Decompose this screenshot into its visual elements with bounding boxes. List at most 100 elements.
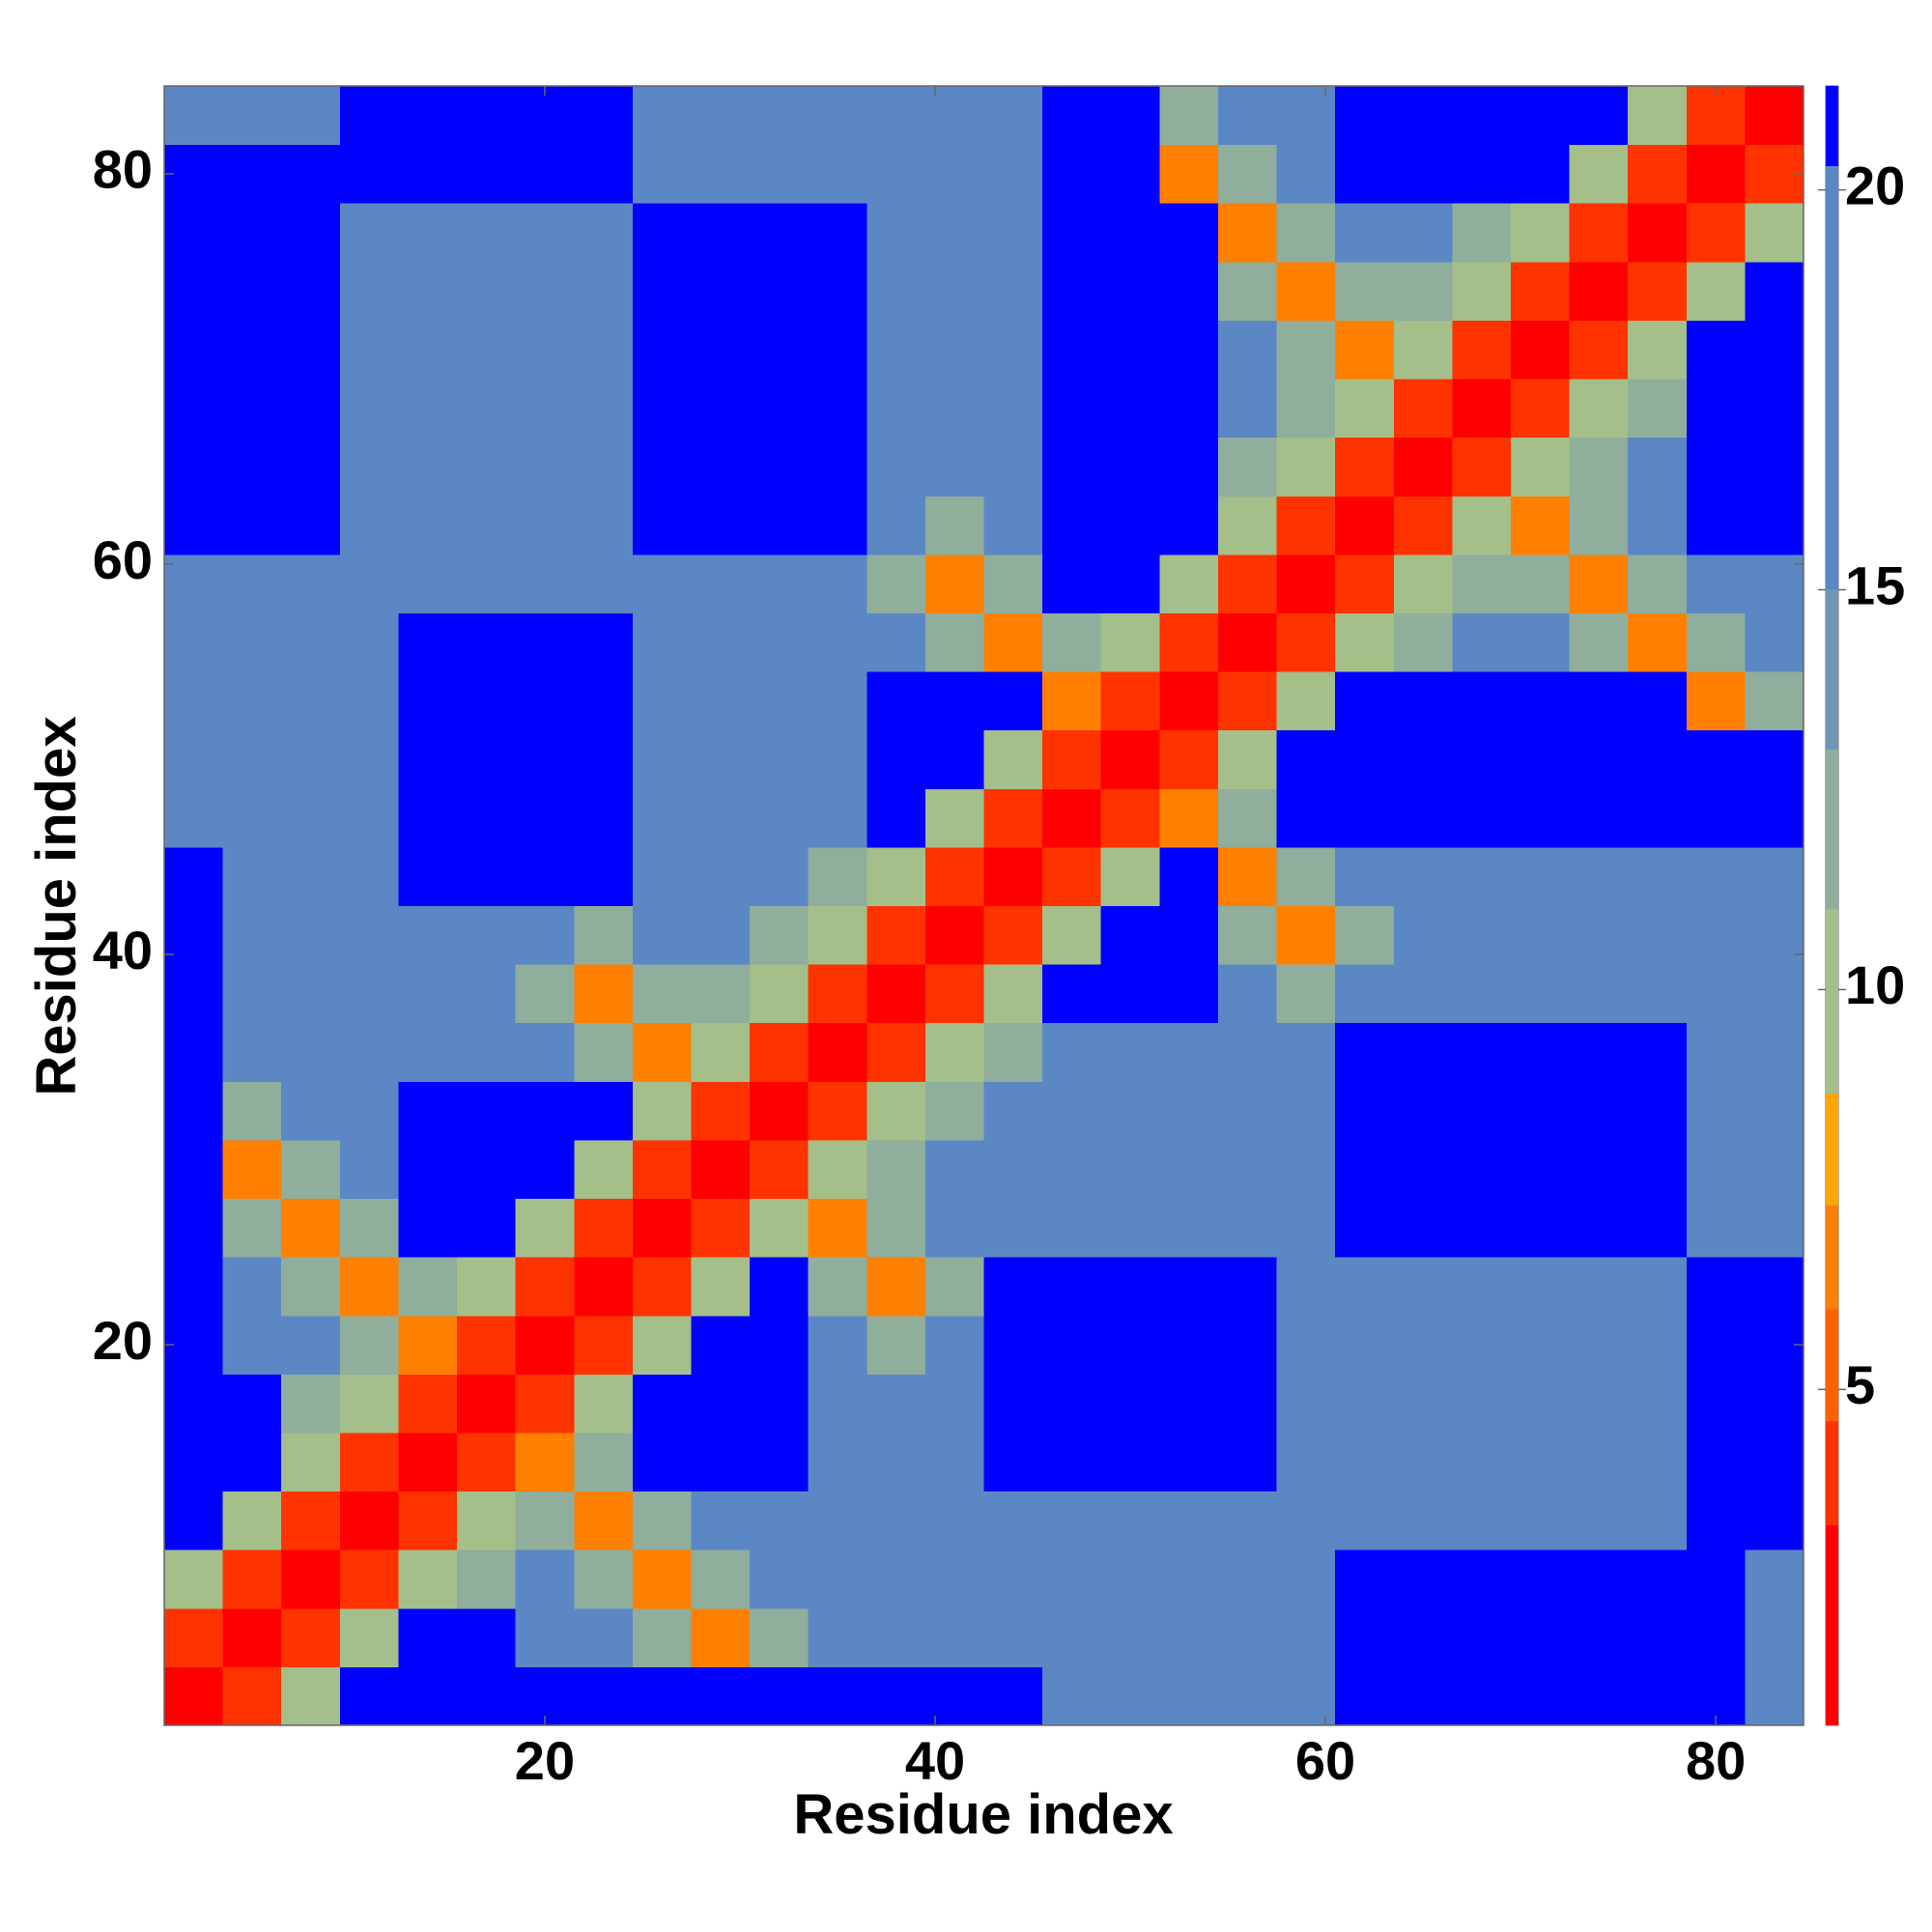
heatmap-cell [1335, 320, 1395, 380]
heatmap-cell [339, 1374, 399, 1434]
heatmap-cell [1276, 437, 1336, 497]
heatmap-cell [1393, 964, 1453, 1024]
heatmap-cell [281, 1081, 341, 1141]
heatmap-cell [983, 203, 1043, 263]
heatmap-cell [1100, 1666, 1160, 1726]
heatmap-cell [1217, 86, 1278, 146]
heatmap-cell [1569, 1607, 1629, 1667]
heatmap-cell [339, 1491, 399, 1550]
heatmap-cell [164, 1666, 224, 1726]
heatmap-cell [515, 554, 575, 613]
heatmap-cell [750, 671, 810, 731]
heatmap-cell [1217, 379, 1278, 439]
heatmap-cell [574, 1491, 634, 1550]
heatmap-cell [1510, 1549, 1571, 1609]
heatmap-cell [632, 320, 692, 380]
heatmap-cell [222, 1549, 282, 1609]
heatmap-cell [1276, 964, 1336, 1024]
heatmap-cell [1393, 1549, 1453, 1609]
heatmap-cell [867, 203, 926, 263]
heatmap-cell [1452, 1198, 1512, 1258]
heatmap-cell [867, 1549, 926, 1609]
heatmap-cell [1510, 379, 1571, 439]
heatmap-cell [339, 1198, 399, 1258]
heatmap-cell [1393, 1022, 1453, 1082]
heatmap-cell [339, 1315, 399, 1375]
heatmap-cell [515, 612, 575, 672]
heatmap-cell [457, 1081, 517, 1141]
heatmap-cell [164, 496, 224, 555]
heatmap-cell [1100, 671, 1160, 731]
heatmap-cell [1452, 496, 1512, 555]
heatmap-cell [1159, 496, 1219, 555]
heatmap-cell [1686, 905, 1746, 965]
heatmap-cell [574, 729, 634, 789]
heatmap-cell [1745, 964, 1804, 1024]
heatmap-cell [983, 1081, 1043, 1141]
heatmap-cell [398, 671, 458, 731]
heatmap-cell [808, 86, 867, 146]
heatmap-cell [339, 729, 399, 789]
heatmap-cell [457, 612, 517, 672]
heatmap-cell [222, 1198, 282, 1258]
heatmap-cell [222, 86, 282, 146]
heatmap-cell [1276, 1198, 1336, 1258]
heatmap-cell [1745, 1549, 1804, 1609]
heatmap-cell [1159, 788, 1219, 848]
heatmap-cell [1159, 1198, 1219, 1258]
heatmap-cell [924, 86, 984, 146]
heatmap-cell [339, 379, 399, 439]
heatmap-cell [808, 437, 867, 497]
heatmap-cell [398, 1666, 458, 1726]
heatmap-cell [281, 496, 341, 555]
heatmap-cell [632, 86, 692, 146]
heatmap-cell [691, 1491, 751, 1550]
heatmap-cell [1335, 1022, 1395, 1082]
heatmap-cell [457, 729, 517, 789]
heatmap-cell [691, 1666, 751, 1726]
heatmap-cell [1393, 905, 1453, 965]
heatmap-cell [1628, 437, 1688, 497]
heatmap-cell [867, 261, 926, 321]
heatmap-cell [983, 729, 1043, 789]
heatmap-cell [1159, 1081, 1219, 1141]
heatmap-cell [983, 964, 1043, 1024]
heatmap-cell [515, 1432, 575, 1492]
heatmap-cell [1452, 379, 1512, 439]
heatmap-cell [1100, 1139, 1160, 1200]
heatmap-cell [924, 905, 984, 965]
heatmap-cell [691, 1257, 751, 1317]
heatmap-cell [1393, 1257, 1453, 1317]
heatmap-cell [1335, 1432, 1395, 1492]
heatmap-cell [808, 788, 867, 848]
heatmap-cell [1628, 1081, 1688, 1141]
heatmap-cell [222, 203, 282, 263]
heatmap-cell [574, 1549, 634, 1609]
heatmap-cell [1217, 1549, 1278, 1609]
heatmap-cell [1628, 1022, 1688, 1082]
heatmap-cell [1276, 261, 1336, 321]
heatmap-cell [1159, 846, 1219, 906]
heatmap-cell [924, 496, 984, 555]
heatmap-cell [1569, 788, 1629, 848]
heatmap-cell [1510, 846, 1571, 906]
x-axis-label: Residue index [793, 1783, 1173, 1846]
heatmap-cell [1510, 1139, 1571, 1200]
heatmap-cell [222, 1081, 282, 1141]
y-tick-label: 60 [93, 529, 153, 590]
heatmap-cell [1042, 379, 1102, 439]
heatmap-cell [1510, 905, 1571, 965]
heatmap-cell [867, 612, 926, 672]
heatmap-cell [222, 964, 282, 1024]
heatmap-cell [164, 144, 224, 204]
heatmap-cell [1393, 1315, 1453, 1375]
heatmap-cell [1276, 612, 1336, 672]
heatmap-cell [398, 1315, 458, 1375]
heatmap-cell [1159, 1549, 1219, 1609]
heatmap-cell [808, 671, 867, 731]
heatmap-cell [632, 437, 692, 497]
heatmap-cell [1276, 1374, 1336, 1434]
heatmap-cell [1217, 612, 1278, 672]
heatmap-cell [808, 612, 867, 672]
heatmap-cell [1686, 496, 1746, 555]
